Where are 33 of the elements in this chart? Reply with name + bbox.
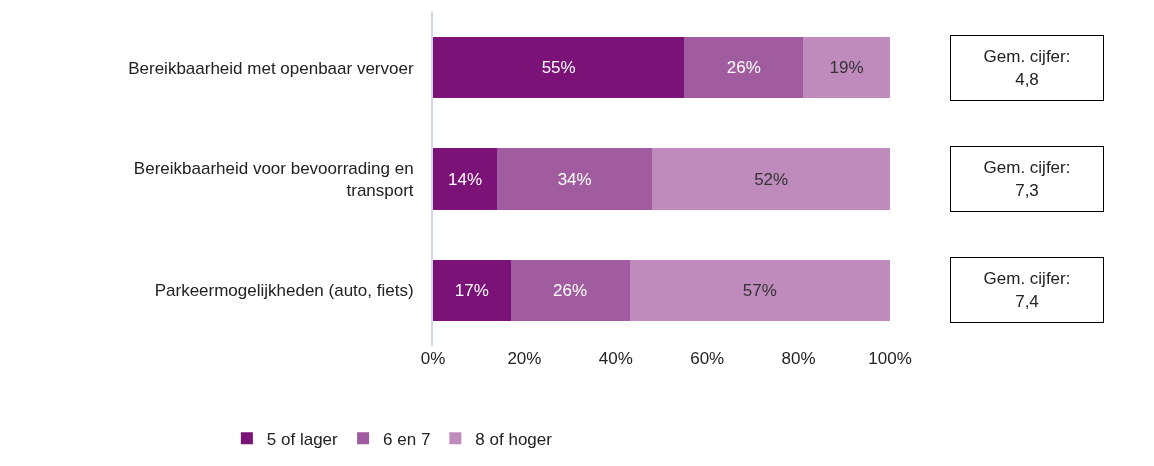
data-label: 19% [829, 58, 864, 78]
bar [433, 259, 511, 321]
data-label: 17% [454, 280, 489, 300]
data-label: 26% [553, 280, 588, 300]
y-tick-label: Bereikbaarheid met openbaar vervoer [128, 58, 414, 78]
text: Gem. cijfer: 7,3 [983, 158, 1071, 200]
data-label: 14% [447, 169, 483, 189]
x-tick-label: 0% [420, 349, 446, 368]
x-tick-label: 100% [868, 349, 912, 368]
legend-label: 5 of lager [266, 429, 339, 449]
data-label: 52% [754, 169, 789, 189]
bar [652, 148, 890, 210]
x-tick-label: 40% [598, 349, 633, 368]
data-label: 55% [541, 58, 576, 78]
x-tick-label: 20% [507, 349, 542, 368]
data-label: 34% [557, 169, 592, 189]
bar [433, 148, 497, 210]
x-tick-label: 80% [781, 349, 816, 368]
legend-label: 6 en 7 [383, 429, 431, 449]
text: Gem. cijfer: 4,8 [983, 47, 1071, 89]
bar [803, 37, 890, 99]
y-tick-label: Bereikbaarheid voor bevoorrading en transport [133, 158, 414, 200]
text: Gem. cijfer: 7,4 [983, 269, 1071, 311]
bar [629, 259, 890, 321]
data-label: 26% [726, 58, 761, 78]
x-tick-label: 60% [690, 349, 725, 368]
legend-label: 8 of hoger [475, 429, 553, 449]
bar [510, 259, 630, 321]
data-label: 57% [742, 280, 777, 300]
y-tick-label: Parkeermogelijkheden (auto, fiets) [154, 281, 414, 301]
bar [496, 148, 653, 210]
bar [433, 37, 685, 99]
bar [684, 37, 804, 99]
